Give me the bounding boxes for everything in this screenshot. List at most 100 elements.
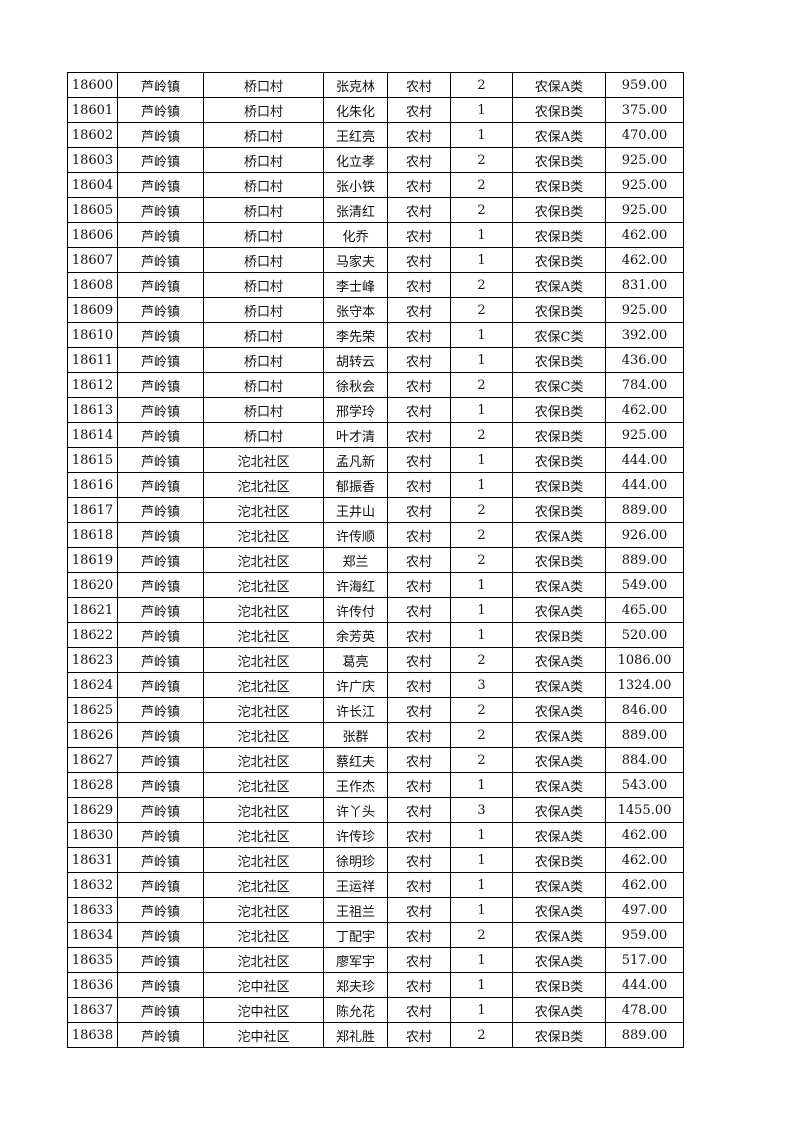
family-size-cell: 2 — [450, 422, 513, 448]
record-id-cell: 18609 — [67, 297, 118, 323]
village-cell: 桥口村 — [203, 372, 324, 398]
amount-cell: 444.00 — [605, 972, 684, 998]
household-type-cell: 农村 — [387, 122, 451, 148]
amount-cell: 462.00 — [605, 872, 684, 898]
household-type-cell: 农村 — [387, 422, 451, 448]
person-name-cell: 郑夫珍 — [323, 972, 388, 998]
person-name-cell: 叶才清 — [323, 422, 388, 448]
household-type-cell: 农村 — [387, 247, 451, 273]
household-type-cell: 农村 — [387, 172, 451, 198]
record-id-cell: 18618 — [67, 522, 118, 548]
family-size-cell: 2 — [450, 922, 513, 948]
family-size-cell: 1 — [450, 872, 513, 898]
town-cell: 芦岭镇 — [117, 272, 204, 298]
person-name-cell: 许广庆 — [323, 672, 388, 698]
table-row: 18609 芦岭镇 桥口村 张守本 农村 2 农保B类 925.00 — [67, 297, 684, 323]
record-id-cell: 18621 — [67, 597, 118, 623]
town-cell: 芦岭镇 — [117, 1022, 204, 1048]
village-cell: 沱北社区 — [203, 672, 324, 698]
village-cell: 桥口村 — [203, 422, 324, 448]
table-row: 18618 芦岭镇 沱北社区 许传顺 农村 2 农保A类 926.00 — [67, 522, 684, 548]
record-id-cell: 18622 — [67, 622, 118, 648]
amount-cell: 1455.00 — [605, 797, 684, 823]
town-cell: 芦岭镇 — [117, 822, 204, 848]
table-row: 18626 芦岭镇 沱北社区 张群 农村 2 农保A类 889.00 — [67, 722, 684, 748]
family-size-cell: 1 — [450, 622, 513, 648]
household-type-cell: 农村 — [387, 772, 451, 798]
household-type-cell: 农村 — [387, 547, 451, 573]
table-row: 18624 芦岭镇 沱北社区 许广庆 农村 3 农保A类 1324.00 — [67, 672, 684, 698]
record-id-cell: 18632 — [67, 872, 118, 898]
record-id-cell: 18625 — [67, 697, 118, 723]
table-row: 18600 芦岭镇 桥口村 张克林 农村 2 农保A类 959.00 — [67, 72, 684, 98]
person-name-cell: 王红亮 — [323, 122, 388, 148]
person-name-cell: 化朱化 — [323, 97, 388, 123]
household-type-cell: 农村 — [387, 347, 451, 373]
person-name-cell: 张守本 — [323, 297, 388, 323]
village-cell: 沱北社区 — [203, 497, 324, 523]
person-name-cell: 化乔 — [323, 222, 388, 248]
insurance-category-cell: 农保B类 — [512, 1022, 606, 1048]
family-size-cell: 1 — [450, 572, 513, 598]
town-cell: 芦岭镇 — [117, 372, 204, 398]
town-cell: 芦岭镇 — [117, 547, 204, 573]
village-cell: 沱北社区 — [203, 697, 324, 723]
person-name-cell: 张克林 — [323, 72, 388, 98]
village-cell: 桥口村 — [203, 147, 324, 173]
household-type-cell: 农村 — [387, 897, 451, 923]
family-size-cell: 2 — [450, 522, 513, 548]
table-row: 18607 芦岭镇 桥口村 马家夫 农村 1 农保B类 462.00 — [67, 247, 684, 273]
town-cell: 芦岭镇 — [117, 72, 204, 98]
village-cell: 桥口村 — [203, 347, 324, 373]
village-cell: 沱北社区 — [203, 597, 324, 623]
village-cell: 沱北社区 — [203, 822, 324, 848]
amount-cell: 925.00 — [605, 297, 684, 323]
person-name-cell: 李士峰 — [323, 272, 388, 298]
insurance-category-cell: 农保A类 — [512, 797, 606, 823]
insurance-category-cell: 农保B类 — [512, 222, 606, 248]
amount-cell: 462.00 — [605, 397, 684, 423]
family-size-cell: 1 — [450, 472, 513, 498]
record-id-cell: 18631 — [67, 847, 118, 873]
town-cell: 芦岭镇 — [117, 597, 204, 623]
insurance-category-cell: 农保B类 — [512, 847, 606, 873]
village-cell: 沱北社区 — [203, 922, 324, 948]
insurance-category-cell: 农保A类 — [512, 597, 606, 623]
family-size-cell: 2 — [450, 747, 513, 773]
record-id-cell: 18636 — [67, 972, 118, 998]
household-type-cell: 农村 — [387, 522, 451, 548]
village-cell: 沱北社区 — [203, 772, 324, 798]
record-id-cell: 18620 — [67, 572, 118, 598]
family-size-cell: 1 — [450, 447, 513, 473]
town-cell: 芦岭镇 — [117, 222, 204, 248]
person-name-cell: 郑礼胜 — [323, 1022, 388, 1048]
insurance-category-cell: 农保A类 — [512, 722, 606, 748]
family-size-cell: 2 — [450, 722, 513, 748]
insurance-category-cell: 农保B类 — [512, 622, 606, 648]
amount-cell: 1086.00 — [605, 647, 684, 673]
household-type-cell: 农村 — [387, 597, 451, 623]
amount-cell: 465.00 — [605, 597, 684, 623]
town-cell: 芦岭镇 — [117, 647, 204, 673]
town-cell: 芦岭镇 — [117, 972, 204, 998]
town-cell: 芦岭镇 — [117, 497, 204, 523]
person-name-cell: 郁振香 — [323, 472, 388, 498]
insurance-category-cell: 农保A类 — [512, 647, 606, 673]
insurance-category-cell: 农保A类 — [512, 747, 606, 773]
table-row: 18638 芦岭镇 沱中社区 郑礼胜 农村 2 农保B类 889.00 — [67, 1022, 684, 1048]
family-size-cell: 1 — [450, 772, 513, 798]
record-id-cell: 18616 — [67, 472, 118, 498]
family-size-cell: 1 — [450, 97, 513, 123]
record-id-cell: 18614 — [67, 422, 118, 448]
family-size-cell: 1 — [450, 397, 513, 423]
insurance-category-cell: 农保B类 — [512, 547, 606, 573]
town-cell: 芦岭镇 — [117, 522, 204, 548]
record-id-cell: 18603 — [67, 147, 118, 173]
household-type-cell: 农村 — [387, 397, 451, 423]
insurance-category-cell: 农保A类 — [512, 522, 606, 548]
table-row: 18637 芦岭镇 沱中社区 陈允花 农村 1 农保A类 478.00 — [67, 997, 684, 1023]
record-id-cell: 18638 — [67, 1022, 118, 1048]
family-size-cell: 1 — [450, 247, 513, 273]
record-id-cell: 18635 — [67, 947, 118, 973]
record-id-cell: 18610 — [67, 322, 118, 348]
